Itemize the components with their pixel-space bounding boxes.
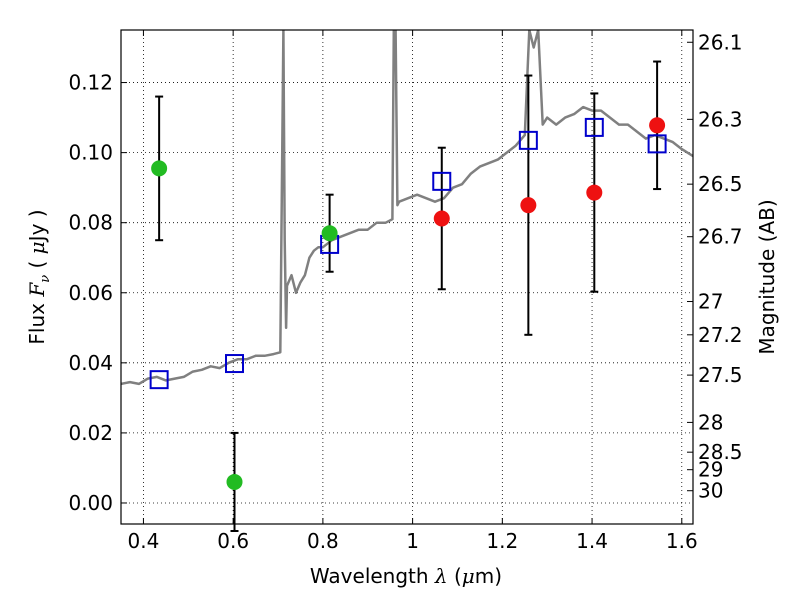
- red-data-point: [520, 197, 537, 214]
- y2-axis-label: Magnitude (AB): [755, 199, 779, 354]
- plot-frame: [120, 29, 694, 525]
- model-square-point: [225, 354, 245, 374]
- x-tick-label: 0.6: [217, 529, 249, 553]
- x-tick-label: 0.8: [307, 529, 339, 553]
- model-points-layer: [149, 117, 667, 390]
- y-axis-label: Flux Fν ( μJy ): [25, 209, 53, 344]
- green-data-point: [226, 473, 243, 490]
- y2-tick-label: 27.5: [698, 363, 743, 387]
- x-tick-label: 1.2: [486, 529, 518, 553]
- y-tick-label: 0.06: [68, 281, 113, 305]
- spectrum-layer: [121, 30, 693, 386]
- y-tick-label: 0.12: [68, 71, 113, 95]
- grid-lines: [121, 30, 693, 524]
- y-tick-label: 0.02: [68, 421, 113, 445]
- y2-tick-label: 27: [698, 290, 723, 314]
- y-tick-label: 0.00: [68, 491, 113, 515]
- y2-tick-label: 26.3: [698, 107, 743, 131]
- x-tick-label: 1: [406, 529, 419, 553]
- y2-tick-label: 27.2: [698, 323, 743, 347]
- green-data-point: [321, 225, 338, 242]
- x-axis-label: Wavelength λ (μm): [310, 564, 502, 588]
- y-tick-label: 0.08: [68, 211, 113, 235]
- y2-tick-label: 30: [698, 479, 723, 503]
- x-tick-label: 0.4: [128, 529, 160, 553]
- model-square-point: [149, 370, 169, 390]
- red-data-point: [433, 210, 450, 227]
- y2-tick-label: 26.5: [698, 172, 743, 196]
- y2-tick-label: 29: [698, 458, 723, 482]
- y-axis-ticks: 0.00 0.02 0.04 0.06 0.08 0.10 0.12: [68, 71, 127, 515]
- model-square-point: [647, 134, 667, 154]
- model-square-point: [432, 171, 452, 191]
- y2-tick-label: 26.1: [698, 30, 743, 54]
- y2-tick-label: 28.5: [698, 440, 743, 464]
- model-square-point: [584, 117, 604, 137]
- red-data-point: [586, 184, 603, 201]
- model-square-point: [518, 130, 538, 150]
- y2-tick-label: 26.7: [698, 225, 743, 249]
- x-tick-label: 1.6: [666, 529, 698, 553]
- red-data-point: [649, 117, 666, 134]
- spectrum-line: [121, 30, 693, 386]
- y2-tick-label: 28: [698, 410, 723, 434]
- y-tick-label: 0.10: [68, 141, 113, 165]
- green-data-point: [151, 160, 168, 177]
- x-axis-ticks: 0.4 0.6 0.8 1 1.2 1.4 1.6: [128, 30, 698, 553]
- observed-points-layer: [151, 117, 666, 490]
- y-tick-label: 0.04: [68, 351, 113, 375]
- x-tick-label: 1.4: [576, 529, 608, 553]
